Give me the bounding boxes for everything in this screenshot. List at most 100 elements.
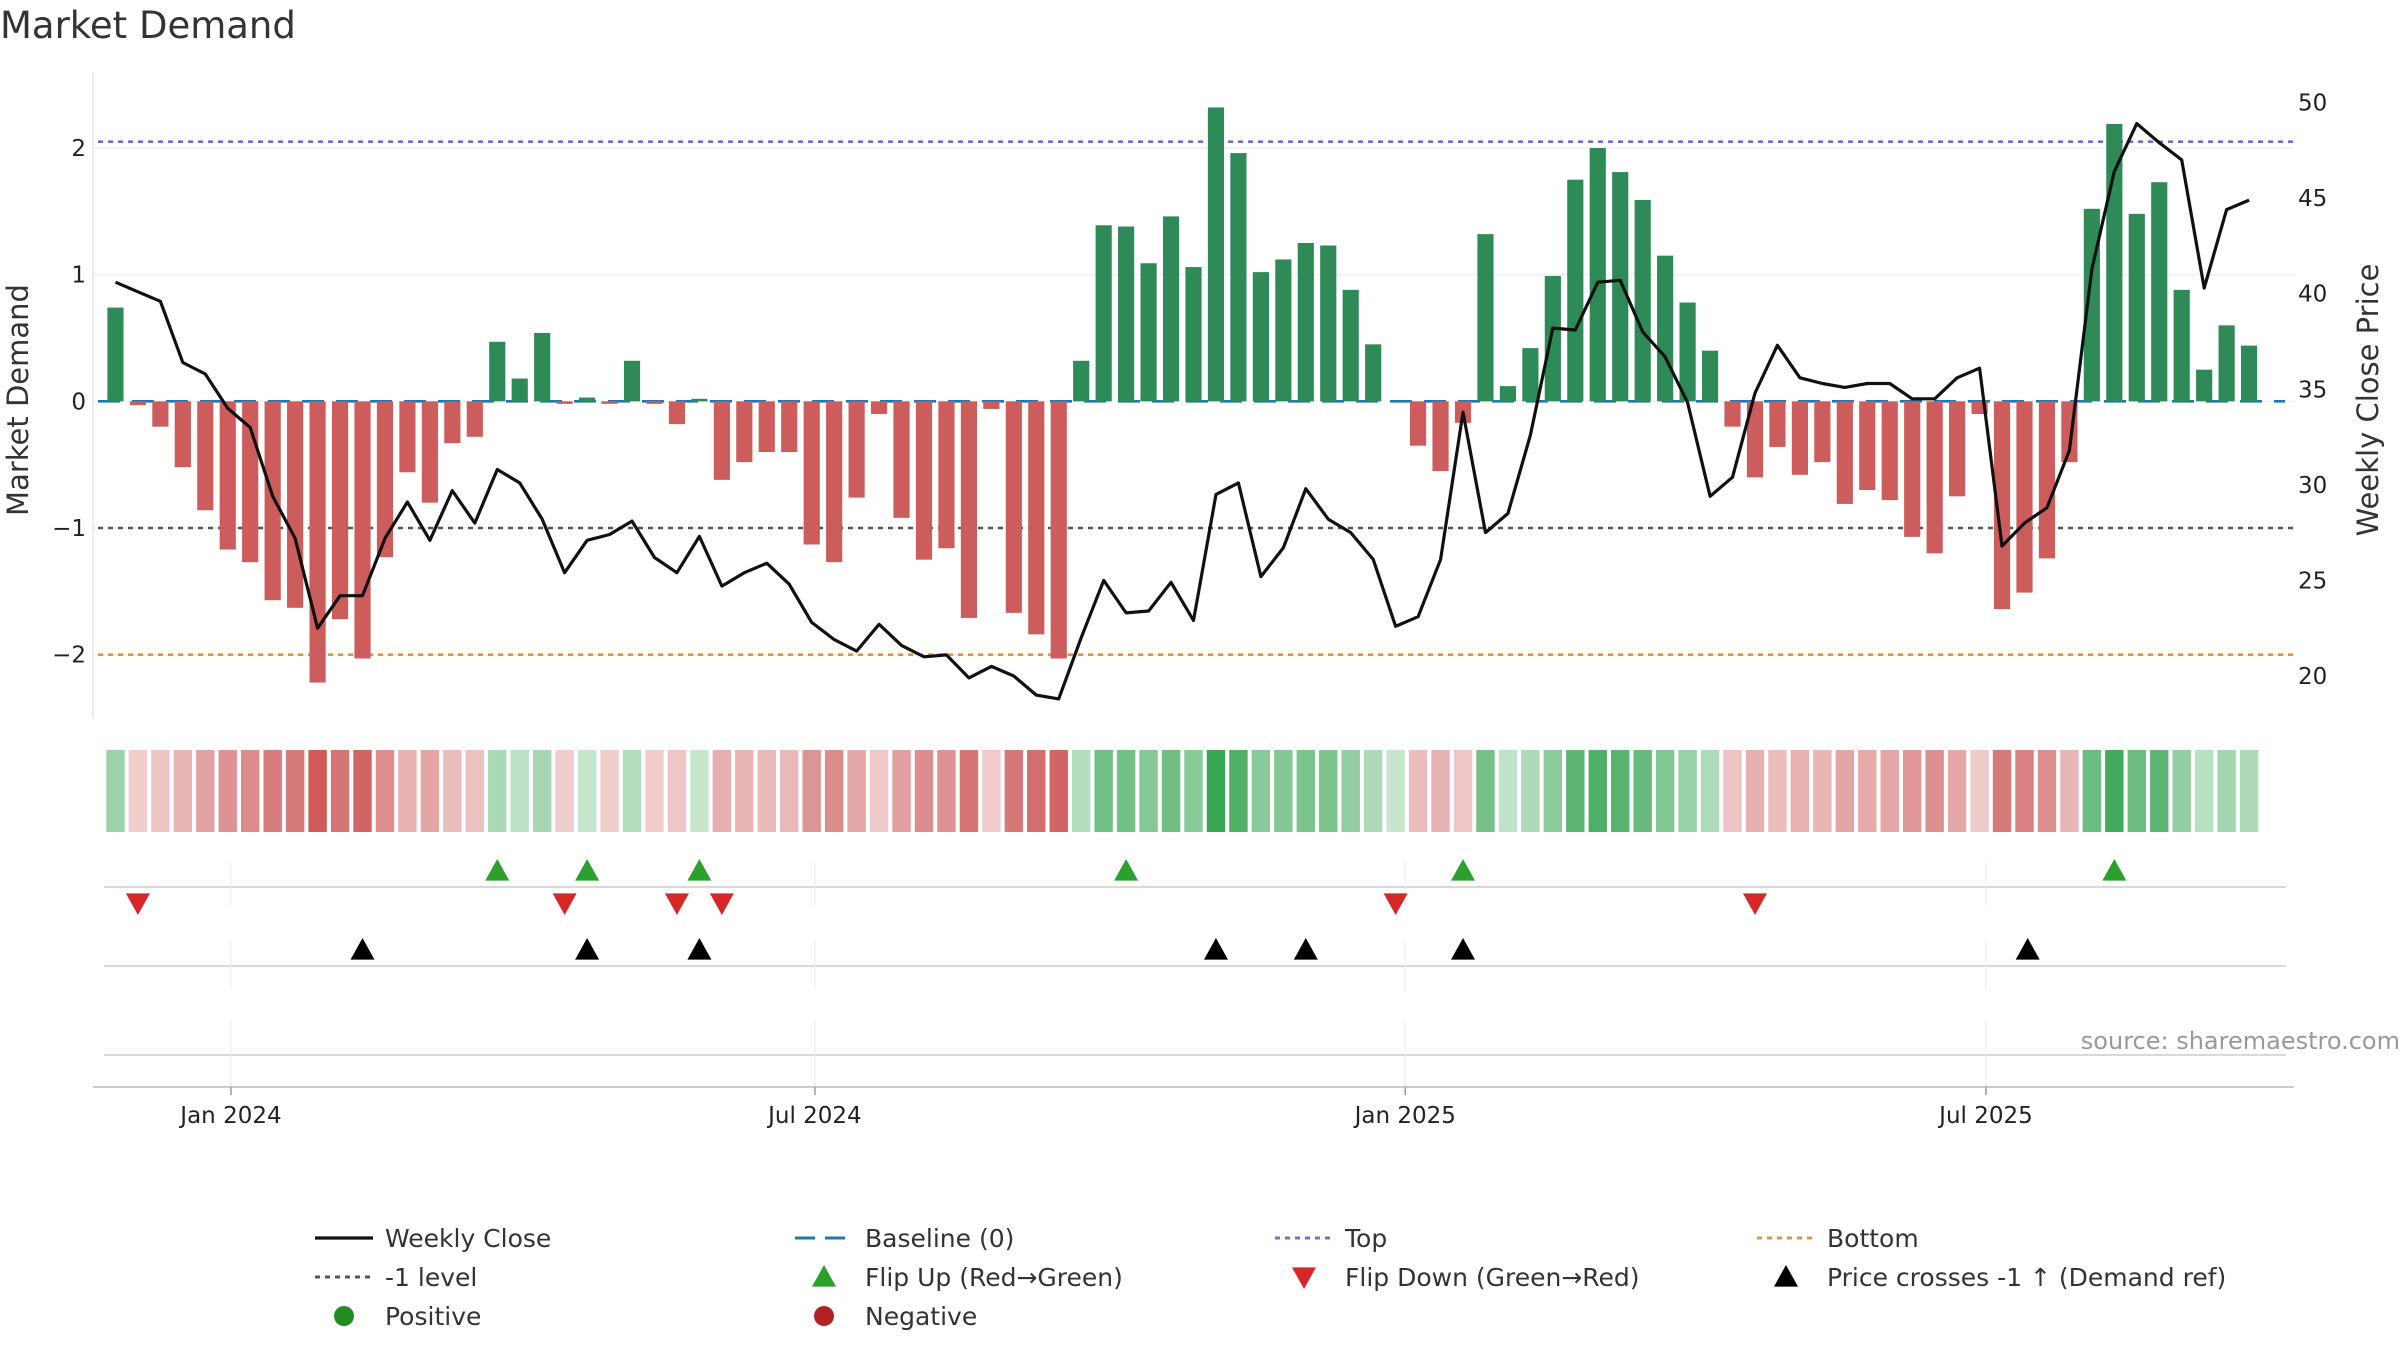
demand-bar — [1522, 348, 1539, 402]
heat-cell — [622, 750, 642, 832]
heat-cell — [1992, 750, 2012, 832]
legend-label: Top — [1344, 1224, 1387, 1253]
signal-marker — [687, 938, 712, 960]
heat-cell — [2127, 750, 2146, 832]
heat-cell — [1611, 750, 1630, 832]
signal-marker — [1203, 938, 1228, 960]
demand-bar — [1791, 401, 1808, 475]
heat-cell — [2105, 750, 2124, 832]
demand-bar — [534, 332, 551, 402]
right-tick-label: 30 — [2298, 473, 2327, 499]
left-axis-ticks: −2 −1 0 1 2 — [52, 136, 86, 669]
signal-marker — [664, 893, 689, 915]
signal-marker — [125, 893, 150, 915]
heat-cell — [1700, 750, 1720, 832]
signal-marker — [709, 893, 734, 915]
heat-cell — [330, 750, 350, 832]
demand-bar — [309, 401, 326, 683]
legend-label: Flip Up (Red→Green) — [865, 1263, 1123, 1292]
demand-bar — [826, 401, 843, 563]
legend-item: Negative — [814, 1302, 977, 1331]
demand-bar — [1342, 289, 1359, 402]
demand-bar — [938, 401, 955, 549]
heat-cell — [1880, 750, 1899, 832]
demand-bar — [129, 401, 147, 406]
heat-cell — [1521, 750, 1540, 832]
demand-bar — [1589, 148, 1606, 402]
chart-title: Market Demand — [0, 4, 296, 47]
demand-bar — [197, 401, 214, 511]
demand-bar — [983, 401, 1000, 409]
heat-cell — [1655, 750, 1675, 832]
heat-cell — [1341, 750, 1360, 832]
heat-cell — [1566, 750, 1585, 832]
heat-cell — [1745, 750, 1765, 832]
demand-bar — [1926, 401, 1943, 554]
demand-heat-strip — [106, 750, 2259, 832]
heat-cell — [1925, 750, 1944, 832]
signal-marker — [575, 938, 600, 960]
signal-marker — [1383, 893, 1408, 915]
demand-bar — [2016, 401, 2033, 593]
demand-bar — [1275, 259, 1292, 402]
demand-bar — [1230, 153, 1247, 402]
demand-bar — [2173, 289, 2190, 402]
heat-cell — [2037, 750, 2057, 832]
demand-bar — [511, 378, 528, 402]
heat-cell — [780, 750, 799, 832]
legend-item: Weekly Close — [315, 1224, 551, 1253]
heat-cell — [1835, 750, 1855, 832]
left-tick-label: 0 — [71, 389, 86, 415]
heat-cell — [1476, 750, 1495, 832]
demand-bar — [803, 401, 820, 545]
demand-bar — [444, 401, 461, 444]
demand-bar — [174, 401, 191, 468]
heat-cell — [532, 750, 552, 832]
right-tick-label: 25 — [2298, 568, 2327, 594]
demand-bar — [1252, 272, 1269, 402]
right-tick-label: 20 — [2298, 664, 2327, 690]
heat-cell — [510, 750, 529, 832]
demand-bar — [376, 401, 394, 558]
demand-bar — [1567, 179, 1584, 402]
demand-bar — [152, 401, 169, 427]
heat-cell — [263, 750, 282, 832]
heat-cell — [196, 750, 215, 832]
heat-cell — [285, 750, 305, 832]
legend-label: Positive — [385, 1302, 481, 1331]
demand-bar — [1679, 302, 1696, 402]
signal-marker — [350, 938, 375, 960]
legend-label: Price crosses -1 ↑ (Demand ref) — [1827, 1263, 2226, 1292]
heat-cell — [1027, 750, 1046, 832]
demand-bar — [579, 397, 596, 402]
heat-cell — [802, 750, 821, 832]
signal-marker — [1451, 859, 1476, 881]
demand-bar — [1432, 401, 1449, 471]
signal-marker — [1293, 938, 1318, 960]
demand-bar — [1836, 401, 1853, 504]
demand-bar — [1095, 225, 1112, 402]
legend-item: Flip Up (Red→Green) — [812, 1263, 1123, 1292]
signal-marker — [1742, 893, 1767, 915]
heat-cell — [2194, 750, 2214, 832]
signal-marker — [1451, 938, 1476, 960]
legend-item: Positive — [334, 1302, 481, 1331]
heat-cell — [712, 750, 732, 832]
demand-bar — [1050, 401, 1067, 659]
heat-cell — [757, 750, 776, 832]
x-tick-label: Jan 2025 — [1353, 1103, 1456, 1129]
right-tick-label: 45 — [2298, 186, 2327, 212]
demand-bar — [915, 401, 933, 560]
heat-cell — [1588, 750, 1607, 832]
heat-cell — [1408, 750, 1428, 832]
heat-cell — [241, 750, 260, 832]
heat-cell — [1947, 750, 1967, 832]
legend-label: Baseline (0) — [865, 1224, 1014, 1253]
demand-bar — [1657, 255, 1674, 402]
heat-cell — [1678, 750, 1697, 832]
heat-cell — [151, 750, 170, 832]
heat-cell — [937, 750, 956, 832]
x-axis-ticks: Jan 2024 Jul 2024 Jan 2025 Jul 2025 — [93, 1086, 2294, 1129]
demand-bar — [107, 307, 124, 402]
heat-cell — [1161, 750, 1181, 832]
